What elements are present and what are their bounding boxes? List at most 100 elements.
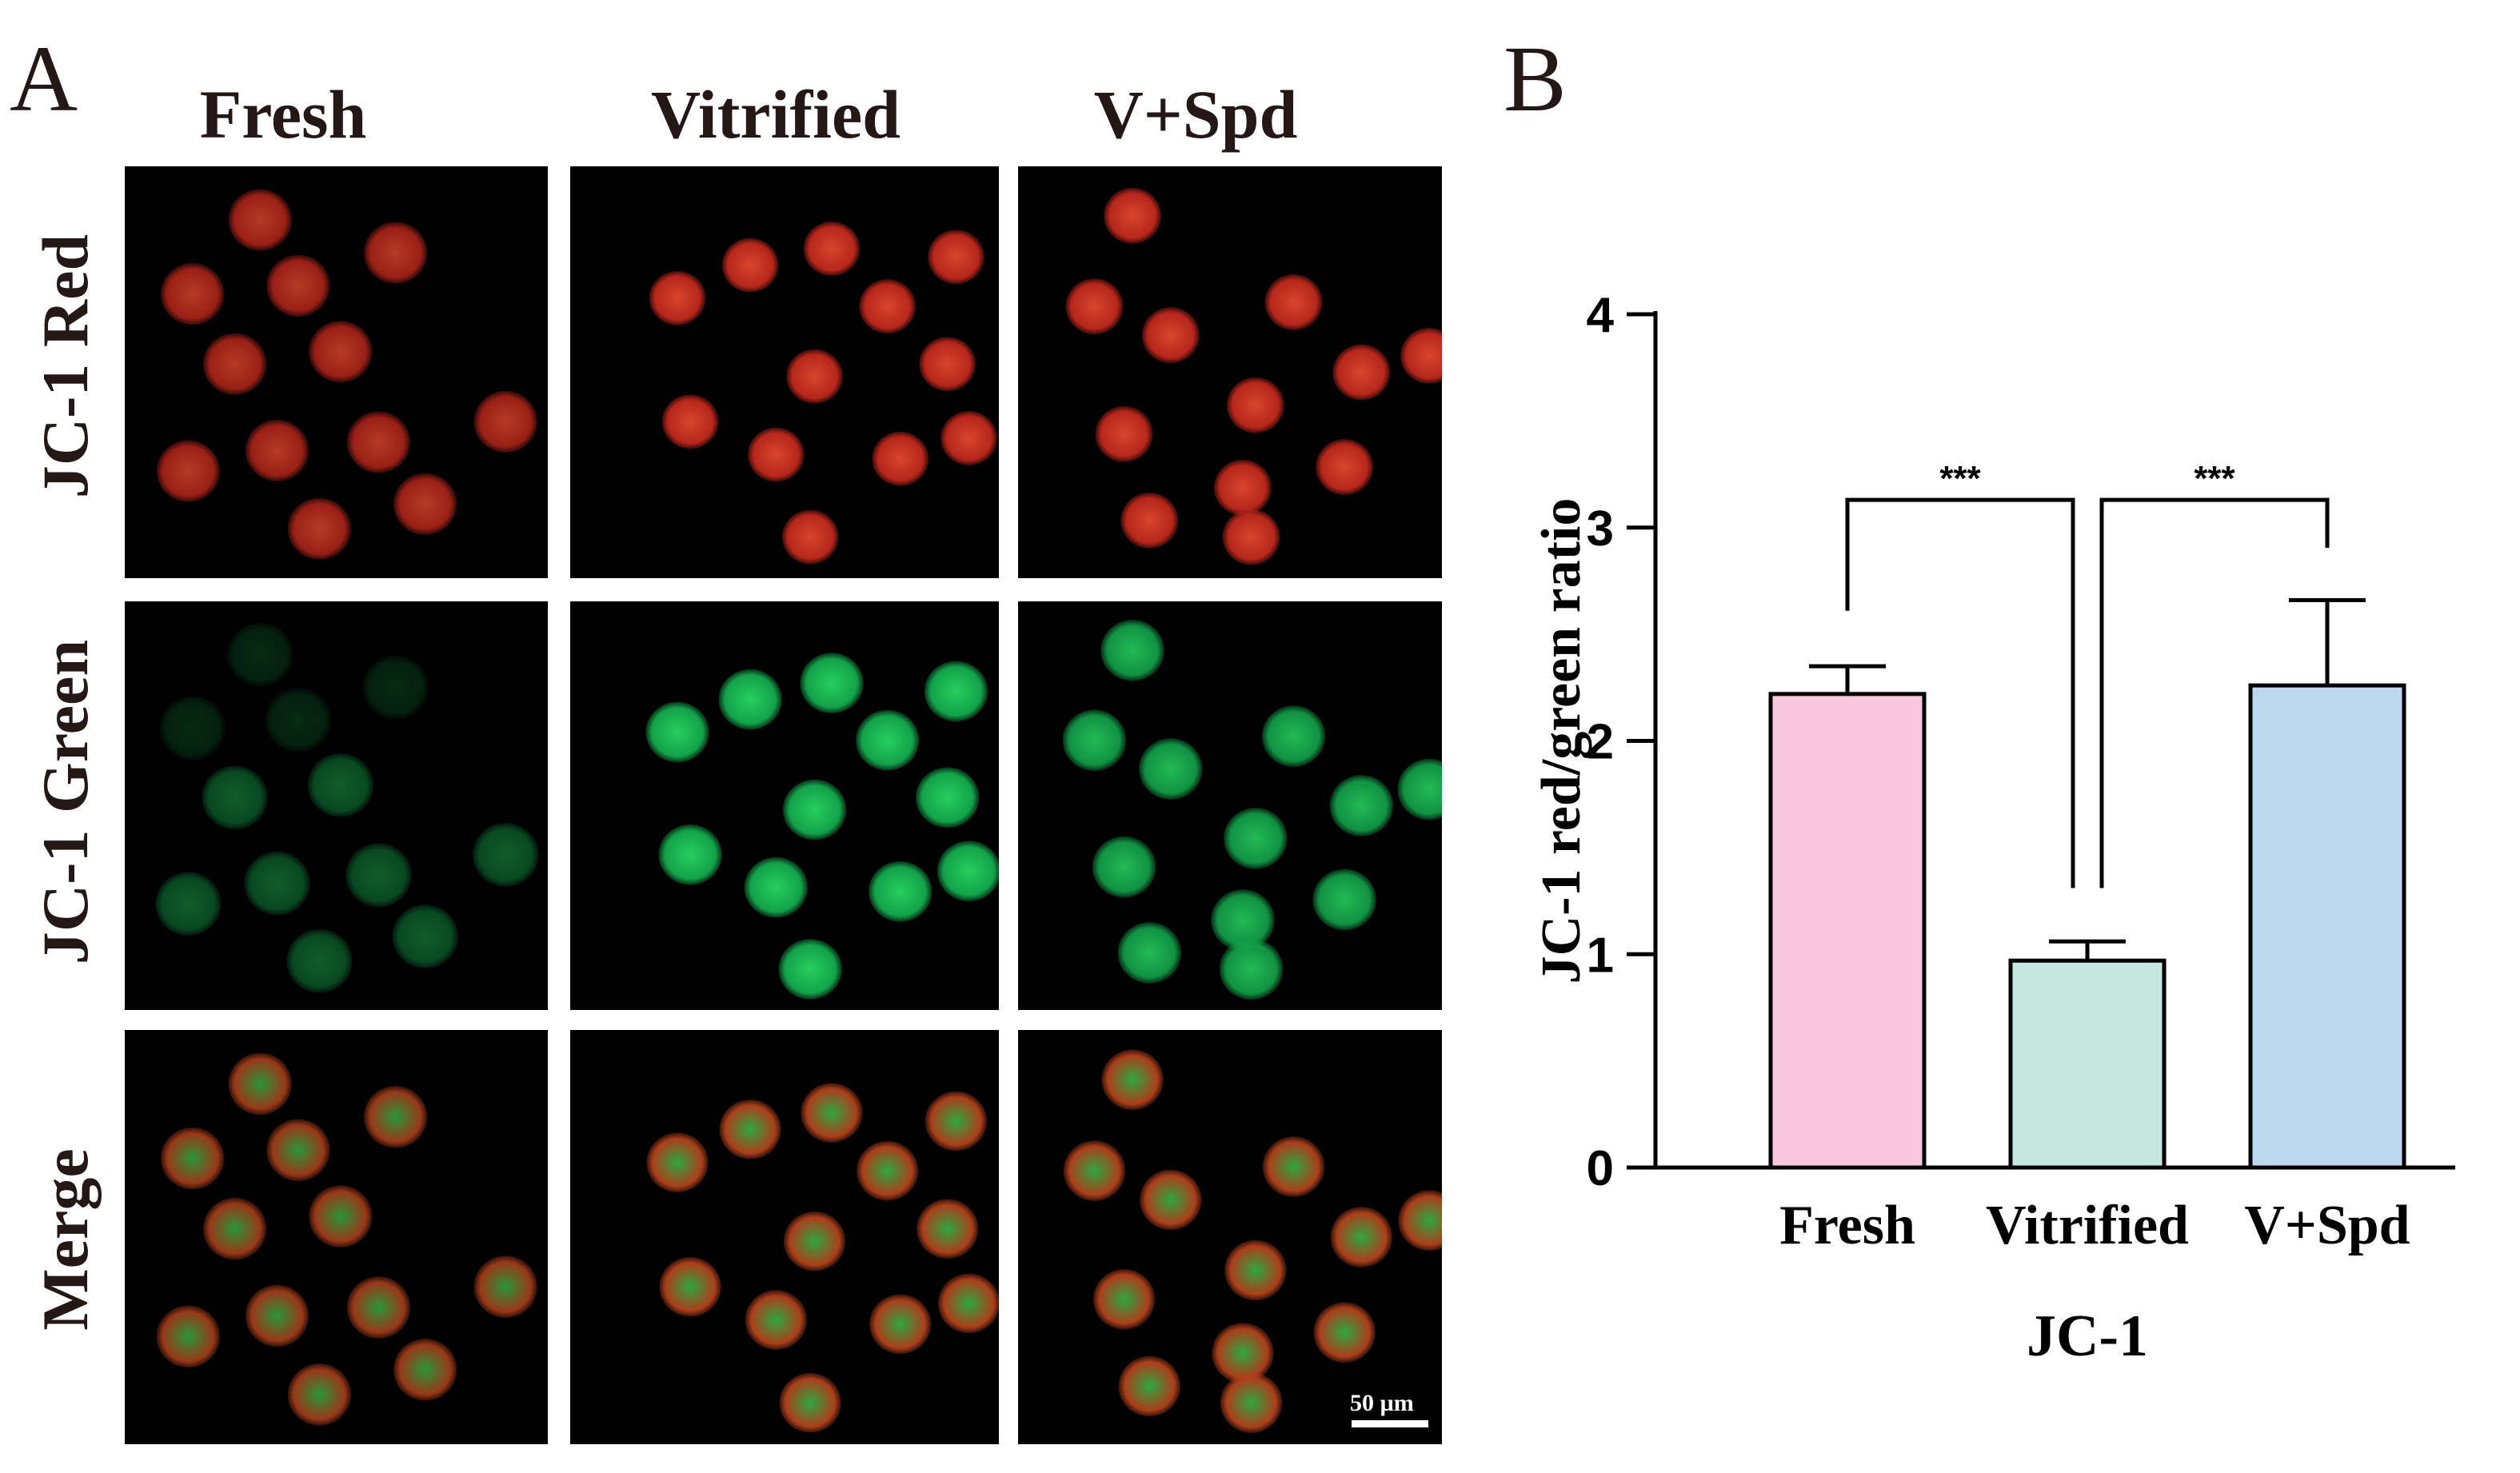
oocyte — [1316, 438, 1374, 495]
y-tick-label: 1 — [1587, 928, 1614, 983]
oocyte — [783, 1211, 846, 1271]
row-header-jc1-red: JC-1 Red — [29, 234, 102, 499]
significance-label: *** — [2194, 459, 2235, 498]
oocyte — [227, 622, 294, 687]
oocyte — [1062, 709, 1127, 772]
oocyte — [928, 230, 984, 285]
oocyte — [1141, 307, 1200, 364]
oocyte — [659, 1256, 721, 1317]
oocyte — [1100, 619, 1164, 681]
oocyte — [393, 473, 457, 535]
oocyte — [1313, 1302, 1376, 1363]
oocyte — [202, 1197, 267, 1260]
oocyte — [919, 337, 976, 392]
oocyte — [1330, 1207, 1392, 1267]
oocyte — [1212, 1323, 1274, 1383]
bar-vitrified — [2008, 958, 2167, 1170]
oocyte — [160, 1127, 225, 1190]
oocyte — [346, 411, 411, 473]
column-header-vspd: V+Spd — [1093, 76, 1298, 153]
y-tick-label: 3 — [1587, 501, 1614, 557]
oocyte — [869, 860, 933, 922]
oocyte — [1329, 775, 1394, 836]
oocyte — [1065, 278, 1124, 335]
oocyte — [472, 822, 539, 887]
oocyte — [719, 1100, 781, 1160]
oocyte — [473, 1255, 537, 1319]
oocyte — [1222, 509, 1280, 565]
oocyte — [363, 222, 428, 284]
oocyte — [747, 427, 805, 482]
oocyte — [309, 321, 373, 383]
x-axis-title: JC-1 — [2027, 1303, 2148, 1369]
oocyte — [917, 1199, 979, 1259]
oocyte — [307, 753, 374, 817]
oocyte — [859, 279, 917, 334]
oocyte — [661, 394, 719, 449]
oocyte — [287, 497, 352, 560]
oocyte — [872, 431, 929, 486]
oocyte — [1095, 405, 1153, 462]
oocyte — [1120, 492, 1179, 549]
oocyte — [924, 661, 988, 722]
oocyte — [1092, 836, 1156, 898]
significance-bracket — [2099, 497, 2330, 888]
oocyte — [786, 349, 843, 404]
scale-bar-label: 50 µm — [1350, 1390, 1414, 1416]
oocyte — [937, 840, 999, 902]
y-tick-label: 0 — [1587, 1141, 1614, 1196]
micrograph-red-fresh — [125, 166, 548, 578]
oocyte — [1224, 1239, 1287, 1301]
oocyte — [1224, 808, 1288, 869]
oocyte — [1312, 868, 1376, 931]
oocyte — [649, 270, 706, 325]
oocyte — [1332, 344, 1391, 401]
oocyte — [1261, 705, 1326, 767]
oocyte — [202, 765, 268, 830]
oocyte — [1398, 1190, 1442, 1251]
row-header-jc1-green: JC-1 Green — [29, 639, 102, 965]
oocyte — [362, 655, 429, 720]
oocyte — [1092, 1268, 1156, 1330]
oocyte — [925, 1091, 987, 1152]
micrograph-merge-vitrified — [570, 1030, 999, 1444]
micrograph-red-vspd — [1018, 166, 1442, 578]
column-header-fresh: Fresh — [199, 76, 367, 153]
oocyte — [363, 1085, 428, 1148]
oocyte — [156, 1305, 221, 1368]
oocyte — [1140, 1169, 1202, 1231]
oocyte — [287, 1363, 352, 1426]
oocyte — [393, 1338, 457, 1401]
panel-a-letter: A — [10, 26, 78, 131]
oocyte — [245, 1284, 310, 1347]
oocyte — [1118, 1355, 1180, 1417]
oocyte — [228, 1052, 292, 1116]
oocyte — [1063, 1140, 1126, 1201]
column-header-vitrified: Vitrified — [650, 76, 901, 153]
row-header-merge: Merge — [29, 1148, 102, 1331]
oocyte — [345, 843, 412, 908]
micrograph-green-fresh — [125, 601, 548, 1010]
oocyte — [916, 767, 980, 828]
oocyte — [159, 696, 226, 760]
oocyte — [869, 1294, 932, 1355]
bar-chart: 0 1 2 3 4 JC-1 red/green ratio Fresh Vitrified V… — [1531, 288, 2455, 1369]
oocyte — [1262, 1136, 1325, 1197]
oocyte — [718, 669, 782, 730]
significance-label: *** — [1939, 459, 1981, 498]
oocyte — [244, 851, 310, 916]
oocyte — [156, 440, 221, 502]
oocyte — [745, 1290, 807, 1350]
oocyte — [782, 779, 847, 840]
oocyte — [392, 904, 458, 968]
oocyte — [1226, 377, 1284, 433]
oocyte — [286, 928, 353, 993]
oocyte — [155, 872, 222, 936]
scale-bar — [1352, 1420, 1428, 1427]
micrograph-merge-fresh — [125, 1030, 548, 1444]
significance-bracket — [1845, 497, 2075, 888]
y-tick-label: 2 — [1587, 715, 1614, 770]
oocyte — [658, 824, 722, 885]
oocyte — [346, 1276, 411, 1339]
oocyte — [228, 189, 292, 251]
